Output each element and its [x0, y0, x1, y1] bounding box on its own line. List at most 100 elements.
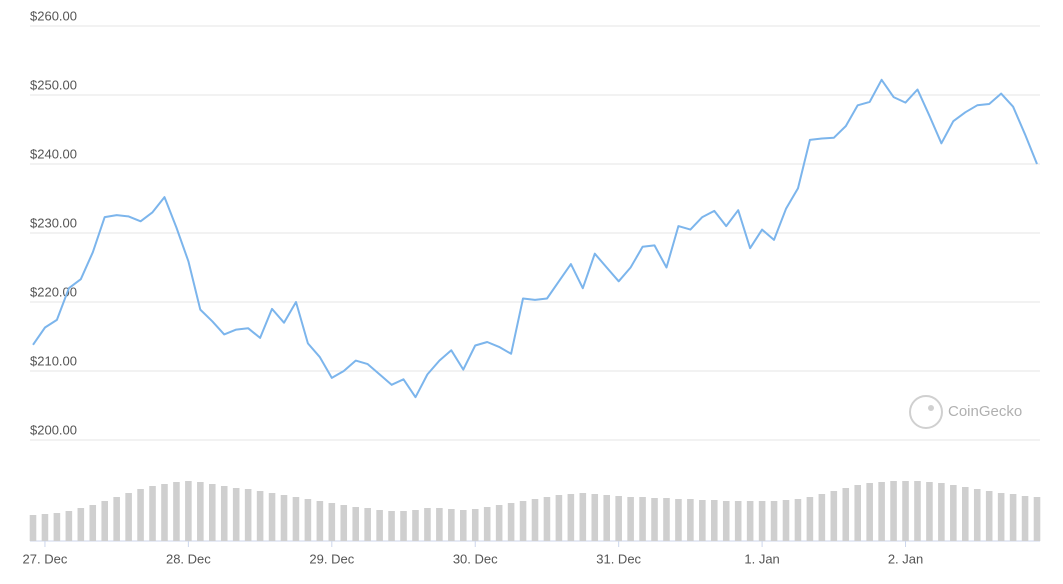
x-tick-label: 30. Dec: [453, 551, 498, 566]
x-tick-label: 29. Dec: [309, 551, 354, 566]
volume-bar: [710, 500, 718, 541]
volume-bar: [818, 494, 826, 541]
volume-bar: [376, 510, 383, 541]
volume-bar: [734, 501, 742, 541]
volume-bar: [101, 501, 109, 541]
volume-bar: [830, 491, 838, 541]
y-tick-label: $200.00: [30, 422, 77, 437]
volume-bar: [675, 499, 682, 541]
volume-bar: [268, 493, 276, 541]
volume-bar: [519, 501, 527, 541]
volume-bar: [687, 499, 694, 541]
volume-bar: [615, 496, 622, 541]
y-tick-label: $250.00: [30, 77, 77, 92]
volume-bar: [173, 482, 180, 541]
volume-bar: [758, 501, 766, 541]
x-tick-label: 2. Jan: [888, 551, 923, 566]
volume-bar: [1009, 494, 1017, 541]
volume-bar: [1033, 497, 1041, 541]
x-tick-label: 28. Dec: [166, 551, 211, 566]
volume-bar: [77, 508, 85, 541]
y-tick-label: $210.00: [30, 353, 77, 368]
volume-bar: [567, 494, 575, 541]
y-tick-label: $230.00: [30, 215, 77, 230]
volume-bar: [770, 501, 778, 541]
y-tick-label: $240.00: [30, 146, 77, 161]
y-tick-label: $260.00: [30, 8, 77, 23]
volume-bar: [328, 503, 336, 541]
volume-bar: [627, 497, 634, 541]
volume-bar: [950, 485, 957, 541]
volume-bar: [531, 499, 539, 541]
volume-bar: [113, 497, 120, 541]
volume-bar: [926, 482, 933, 541]
watermark-logo: [909, 395, 943, 429]
watermark: CoinGecko: [948, 403, 1022, 420]
volume-bar: [794, 499, 802, 541]
volume-bar: [388, 511, 395, 541]
x-tick-label: 27. Dec: [23, 551, 68, 566]
x-tick-label: 1. Jan: [744, 551, 779, 566]
volume-bar: [603, 495, 611, 541]
volume-bar: [878, 482, 885, 541]
volume-bar: [352, 507, 360, 541]
volume-bar: [543, 497, 551, 541]
volume-bar: [161, 484, 168, 541]
volume-bar: [256, 491, 264, 541]
volume-bar: [185, 481, 192, 541]
volume-bar: [424, 508, 431, 541]
volume-bar: [244, 489, 252, 541]
volume-bar: [137, 489, 144, 541]
volume-bar: [579, 493, 587, 541]
volume-bar: [555, 495, 563, 541]
volume-bar: [495, 505, 503, 541]
volume-bar: [65, 511, 73, 541]
volume-bar: [364, 508, 371, 541]
volume-bar: [292, 497, 300, 541]
volume-bar: [507, 503, 515, 541]
volume-bar: [961, 487, 969, 541]
x-tick-label: 31. Dec: [596, 551, 641, 566]
volume-bar: [41, 514, 49, 541]
volume-bar: [400, 511, 407, 541]
volume-bar: [842, 488, 850, 541]
volume-bar: [985, 491, 993, 541]
volume-bar: [125, 493, 132, 541]
volume-bar: [208, 484, 216, 541]
volume-bar: [663, 498, 670, 541]
volume-bar: [746, 501, 754, 541]
volume-bar: [436, 508, 443, 541]
volume-bar: [854, 485, 862, 541]
volume-bar: [722, 501, 730, 541]
volume-bar: [782, 500, 790, 541]
volume-bar: [471, 509, 479, 541]
volume-bar: [639, 497, 646, 541]
volume-bar: [806, 497, 814, 541]
volume-bar: [938, 483, 945, 541]
volume-bar: [866, 483, 873, 541]
volume-bar: [1021, 496, 1029, 541]
volume-bar: [483, 507, 491, 541]
volume-bar: [29, 515, 37, 541]
volume-bar: [459, 510, 467, 541]
volume-bar: [902, 481, 909, 541]
volume-bar: [89, 505, 97, 541]
price-line: [32, 78, 1038, 399]
volume-bar: [197, 482, 204, 541]
volume-bar: [232, 488, 240, 541]
volume-bar: [591, 494, 599, 541]
volume-bar: [448, 509, 455, 541]
volume-bar: [220, 486, 228, 541]
volume-bar: [412, 510, 419, 541]
volume-bar: [890, 481, 897, 541]
volume-bar: [997, 493, 1005, 541]
volume-bar: [280, 495, 288, 541]
volume-bar: [340, 505, 348, 541]
volume-bar: [304, 499, 312, 541]
volume-bar: [149, 486, 156, 541]
volume-bar: [914, 481, 921, 541]
volume-bar: [53, 513, 61, 541]
volume-bar: [316, 501, 324, 541]
